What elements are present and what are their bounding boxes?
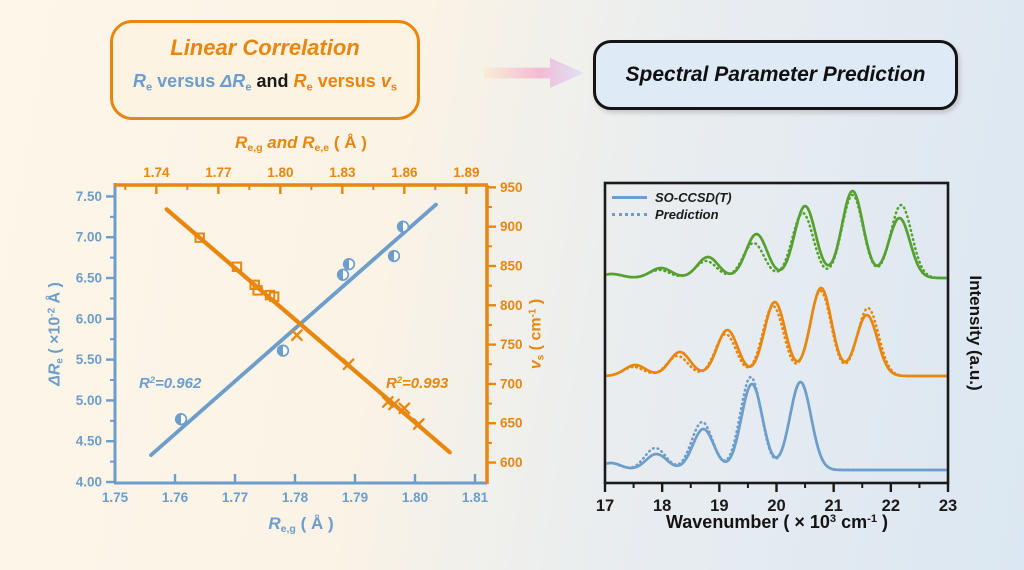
svg-text:1.79: 1.79: [342, 490, 368, 505]
orange-fit-line: [164, 207, 452, 455]
svg-text:4.00: 4.00: [76, 475, 102, 490]
prediction-title: Spectral Parameter Prediction: [625, 63, 926, 86]
svg-text:6.00: 6.00: [76, 311, 102, 326]
green-spectrum-soccsdt-curve: [606, 189, 947, 280]
blue-fit-line: [149, 202, 438, 457]
svg-text:7.00: 7.00: [76, 230, 102, 245]
legend-label-prediction: Prediction: [655, 207, 719, 222]
svg-text:700: 700: [500, 376, 523, 391]
svg-text:1.81: 1.81: [462, 490, 489, 505]
legend-label-soccsdt: SO-CCSD(T): [655, 190, 732, 205]
svg-text:1.78: 1.78: [282, 490, 309, 505]
spectra-legend: SO-CCSD(T) Prediction: [612, 189, 732, 223]
svg-text:6.50: 6.50: [76, 271, 102, 286]
svg-text:1.77: 1.77: [222, 490, 248, 505]
legend-solid-line-icon: [612, 196, 647, 199]
wavenumber-axis-title: Wavenumber ( × 103 cm-1 ): [665, 512, 889, 532]
intensity-axis-title: Intensity (a.u.): [966, 275, 985, 391]
svg-text:1.75: 1.75: [102, 490, 129, 505]
legend-dotted-line-icon: [612, 213, 647, 216]
svg-text:23: 23: [939, 497, 957, 515]
svg-text:650: 650: [500, 416, 523, 431]
svg-text:20: 20: [767, 497, 785, 515]
green-spectrum: [606, 189, 947, 280]
header-right-box: Spectral Parameter Prediction: [593, 40, 958, 110]
svg-text:21: 21: [824, 497, 842, 515]
vs-vs-Ree-points: [290, 329, 425, 430]
blue-spectrum-soccsdt-curve: [606, 380, 947, 472]
correlation-subtitle: Re versus ΔRe and Re versus vs: [132, 71, 398, 94]
svg-text:1.76: 1.76: [162, 490, 189, 505]
legend-row-prediction: Prediction: [612, 206, 732, 223]
svg-text:1.80: 1.80: [267, 165, 293, 180]
right-axis-title: vs ( cm-1 ): [527, 298, 547, 370]
spectra-chart: 17 18 19 20 21 22 23: [596, 181, 957, 515]
left-axis-title: ΔRe ( ×10-2 Å ): [46, 282, 66, 386]
svg-text:1.80: 1.80: [402, 490, 428, 505]
orange-spectrum: [606, 286, 947, 378]
svg-text:19: 19: [710, 497, 728, 515]
legend-row-soccsdt: SO-CCSD(T): [612, 189, 732, 206]
bottom-axis-title: Re,g ( Å ): [268, 514, 334, 536]
vs-vs-Reg-points: [194, 232, 280, 302]
svg-text:1.83: 1.83: [329, 165, 356, 180]
svg-text:750: 750: [500, 337, 523, 352]
svg-text:600: 600: [500, 455, 523, 470]
orange-spectrum-soccsdt-curve: [606, 286, 947, 378]
header-left-box: Linear Correlation Re versus ΔRe and Re …: [110, 20, 420, 120]
top-axis-title: Re,g and Re,e ( Å ): [235, 133, 367, 155]
svg-text:1.74: 1.74: [143, 165, 170, 180]
delta-Re-vs-Reg-points: [174, 220, 410, 426]
linear-correlation-title: Linear Correlation: [170, 35, 360, 60]
svg-text:5.00: 5.00: [76, 393, 102, 408]
svg-text:1.77: 1.77: [205, 165, 231, 180]
svg-text:900: 900: [500, 219, 523, 234]
svg-text:5.50: 5.50: [76, 352, 102, 367]
svg-text:1.86: 1.86: [391, 165, 418, 180]
svg-text:7.50: 7.50: [76, 189, 102, 204]
svg-text:850: 850: [500, 258, 523, 273]
svg-text:17: 17: [596, 497, 614, 515]
r2-annotation-orange: R2=0.993: [386, 375, 449, 393]
svg-text:1.89: 1.89: [453, 165, 479, 180]
svg-text:800: 800: [500, 298, 523, 313]
r2-annotation-blue: R2=0.962: [139, 375, 202, 393]
svg-text:950: 950: [500, 180, 523, 195]
scatter-chart: 1.75 1.76 1.77 1.78 1.79 1.80 1.81 1.74 1.77 1.80…: [76, 165, 523, 505]
svg-text:4.50: 4.50: [76, 434, 102, 449]
blue-spectrum: [606, 375, 947, 472]
svg-text:22: 22: [882, 497, 900, 515]
svg-text:18: 18: [653, 497, 671, 515]
